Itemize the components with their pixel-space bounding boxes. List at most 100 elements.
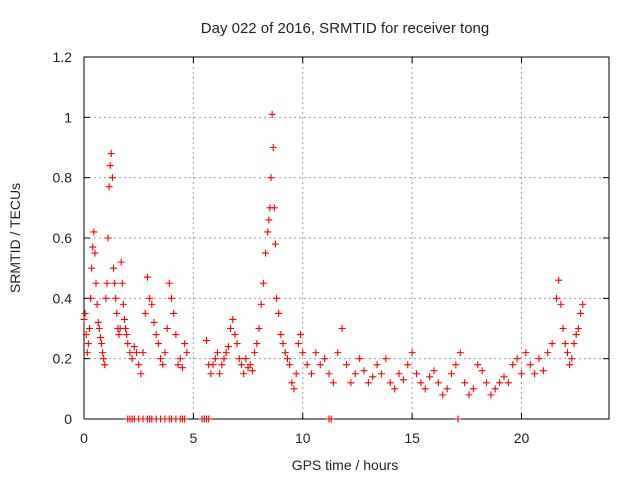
- data-point: [235, 355, 243, 363]
- data-point: [216, 370, 224, 378]
- data-point: [165, 279, 173, 287]
- data-point: [518, 370, 525, 378]
- data-point: [452, 361, 460, 369]
- data-point: [572, 331, 580, 339]
- x-tick-label: 20: [514, 430, 530, 446]
- data-point: [369, 373, 377, 381]
- data-point: [509, 361, 517, 369]
- data-point: [207, 370, 215, 378]
- data-point: [143, 273, 151, 281]
- data-point: [496, 379, 504, 387]
- y-tick-label: 0.6: [53, 230, 73, 246]
- data-point: [91, 249, 99, 257]
- data-point: [107, 150, 115, 158]
- data-point: [456, 349, 464, 357]
- y-tick-label: 0.8: [53, 170, 73, 186]
- data-point: [563, 349, 571, 357]
- tick-labels: 0 0.2 0.4 0.6 0.8 1 1.2 0 5 10 15 20: [53, 49, 530, 446]
- x-tick-label: 5: [189, 430, 197, 446]
- data-point: [408, 349, 416, 357]
- data-point: [118, 279, 126, 287]
- data-point: [373, 361, 381, 369]
- data-point: [255, 325, 263, 332]
- data-point: [83, 349, 91, 357]
- data-point: [325, 370, 333, 378]
- data-point: [84, 340, 92, 348]
- data-point: [321, 355, 329, 363]
- data-point: [430, 367, 438, 375]
- data-point: [356, 355, 364, 363]
- data-point: [279, 340, 287, 348]
- data-point: [391, 385, 399, 393]
- data-point: [161, 349, 169, 357]
- data-point: [246, 361, 254, 369]
- data-point: [454, 415, 462, 423]
- data-point: [205, 415, 213, 423]
- x-tick-label: 15: [404, 430, 420, 446]
- data-point: [89, 243, 97, 251]
- y-tick-label: 0: [64, 411, 72, 427]
- y-tick-label: 0.4: [53, 290, 73, 306]
- chart-title: Day 022 of 2016, SRMTID for receiver ton…: [201, 20, 489, 37]
- data-point: [242, 355, 250, 363]
- data-point: [174, 361, 182, 369]
- data-point: [531, 370, 539, 378]
- data-point: [417, 379, 425, 387]
- data-point: [159, 361, 167, 369]
- data-point: [443, 385, 451, 393]
- data-point: [137, 370, 145, 378]
- data-point: [220, 355, 228, 363]
- data-point: [426, 373, 434, 381]
- data-point: [275, 309, 283, 317]
- data-point: [112, 294, 120, 302]
- data-point: [172, 331, 180, 339]
- data-point: [286, 361, 294, 369]
- data-point: [526, 361, 534, 369]
- data-point: [101, 361, 109, 369]
- data-point: [513, 355, 521, 363]
- data-point: [120, 315, 128, 323]
- data-point: [139, 349, 147, 357]
- data-point: [130, 343, 138, 351]
- data-point: [308, 370, 315, 378]
- data-point: [570, 340, 578, 348]
- data-point: [119, 300, 127, 308]
- data-point: [150, 318, 158, 326]
- data-point: [566, 361, 574, 369]
- data-point: [487, 391, 495, 399]
- data-point: [277, 331, 285, 339]
- data-point: [111, 279, 119, 287]
- data-point: [96, 334, 104, 342]
- data-point: [178, 364, 186, 372]
- data-point: [211, 355, 219, 363]
- data-point: [108, 174, 116, 182]
- data-point: [99, 349, 107, 357]
- data-point: [270, 204, 278, 212]
- data-point: [577, 309, 585, 317]
- data-point: [568, 355, 576, 363]
- data-point: [126, 349, 134, 357]
- data-point: [181, 340, 189, 348]
- data-point: [218, 361, 226, 369]
- data-point: [163, 325, 171, 332]
- data-point: [81, 309, 89, 317]
- data-point: [113, 309, 121, 317]
- data-point: [434, 379, 442, 387]
- data-point: [154, 340, 162, 348]
- data-point: [103, 279, 111, 287]
- data-point: [157, 355, 165, 363]
- data-point: [469, 385, 477, 393]
- data-point: [334, 349, 342, 357]
- data-point: [229, 315, 237, 323]
- data-point: [82, 331, 90, 339]
- data-point: [269, 144, 277, 151]
- grid-lines: [84, 57, 609, 419]
- data-point: [209, 361, 217, 369]
- data-point: [292, 370, 300, 378]
- data-point: [94, 318, 102, 326]
- data-point: [559, 325, 567, 332]
- data-point: [222, 349, 230, 357]
- data-point: [288, 379, 296, 387]
- data-point: [386, 379, 394, 387]
